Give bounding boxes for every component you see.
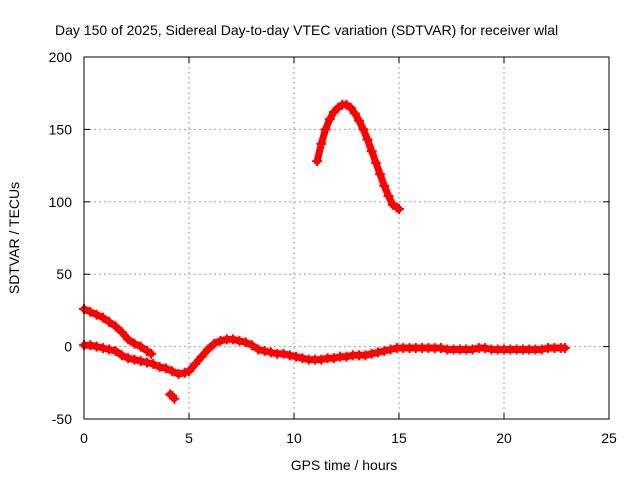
data-point — [240, 337, 251, 348]
x-tick-label: 20 — [496, 430, 512, 446]
data-point — [467, 344, 478, 355]
data-point — [253, 344, 264, 355]
data-point — [196, 351, 207, 362]
chart-ticks: 0 5 10 15 20 25 -50 0 50 100 150 200 — [49, 49, 617, 446]
y-tick-label: 150 — [49, 121, 73, 137]
data-point — [135, 356, 146, 367]
data-point — [209, 338, 220, 349]
data-point — [480, 343, 491, 354]
data-point — [104, 344, 115, 355]
data-point — [85, 306, 96, 317]
data-point — [110, 321, 121, 332]
series-arc-main — [79, 334, 570, 380]
data-point — [123, 353, 134, 364]
series-point-low — [165, 389, 180, 404]
data-point — [291, 351, 302, 362]
data-point — [370, 157, 381, 168]
data-point — [247, 340, 257, 351]
data-point — [345, 102, 356, 113]
data-point — [91, 309, 102, 320]
data-point — [97, 343, 108, 354]
data-point — [362, 134, 373, 145]
data-point — [394, 204, 404, 215]
x-axis-label: GPS time / hours — [291, 457, 398, 473]
data-point — [215, 335, 226, 346]
data-point — [379, 345, 390, 356]
data-point — [160, 363, 171, 374]
data-point — [167, 366, 178, 377]
data-point — [436, 343, 446, 354]
data-point — [366, 348, 377, 359]
data-point — [354, 115, 365, 126]
data-point — [228, 334, 239, 345]
plot-frame — [83, 56, 610, 420]
data-point — [284, 350, 295, 361]
data-point — [202, 344, 213, 355]
data-point — [349, 108, 360, 119]
data-point — [383, 191, 394, 202]
y-tick-label: -50 — [52, 411, 72, 427]
data-point — [324, 114, 335, 125]
x-tick-label: 10 — [286, 430, 302, 446]
data-point — [142, 357, 152, 368]
x-tick-label: 5 — [185, 430, 193, 446]
data-point — [169, 393, 180, 404]
data-point — [360, 350, 371, 361]
data-point — [190, 358, 201, 369]
data-point — [146, 348, 157, 359]
data-point — [536, 344, 547, 355]
data-point — [116, 327, 127, 338]
data-point — [173, 369, 184, 380]
chart-title: Day 150 of 2025, Sidereal Day-to-day VTE… — [55, 22, 558, 38]
y-tick-label: 200 — [49, 49, 73, 65]
data-point — [123, 334, 134, 345]
y-axis-label: SDTVAR / TECUs — [6, 182, 22, 294]
data-point — [379, 180, 390, 191]
data-point — [297, 353, 308, 364]
data-point — [385, 344, 396, 355]
y-tick-label: 0 — [64, 339, 72, 355]
data-point — [316, 138, 327, 149]
data-point — [559, 343, 570, 354]
series-arc-high — [312, 99, 404, 215]
data-point — [91, 341, 102, 352]
y-tick-label: 100 — [49, 194, 73, 210]
chart-series — [79, 99, 570, 404]
data-point — [265, 347, 276, 358]
data-point — [316, 354, 327, 365]
data-point — [259, 345, 270, 356]
data-point — [184, 366, 194, 377]
data-point — [320, 124, 331, 135]
series-band — [80, 335, 569, 378]
data-point — [135, 341, 146, 352]
data-point — [358, 124, 369, 135]
data-point — [97, 312, 108, 323]
data-point — [110, 345, 121, 356]
data-point — [278, 348, 289, 359]
x-tick-label: 25 — [601, 430, 617, 446]
data-point — [373, 347, 383, 358]
data-point — [391, 202, 402, 213]
data-point — [85, 340, 96, 351]
x-tick-label: 15 — [391, 430, 407, 446]
x-tick-label: 0 — [80, 430, 88, 446]
data-point — [116, 350, 127, 361]
data-point — [154, 361, 165, 372]
data-point — [341, 351, 352, 362]
data-point — [375, 169, 386, 180]
data-point — [129, 338, 140, 349]
series-arc-early — [79, 303, 157, 359]
data-point — [312, 156, 323, 167]
data-point — [104, 316, 115, 327]
data-point — [148, 358, 159, 369]
y-tick-label: 50 — [56, 266, 72, 282]
data-point — [366, 146, 377, 157]
data-point — [234, 335, 245, 346]
data-point — [328, 353, 339, 364]
data-point — [129, 354, 140, 365]
